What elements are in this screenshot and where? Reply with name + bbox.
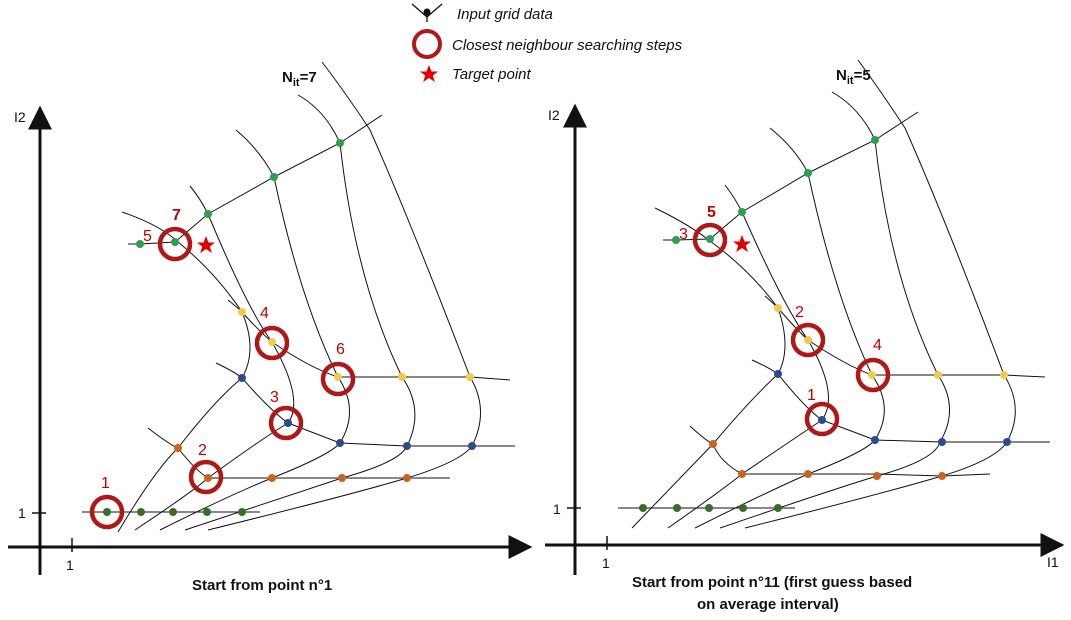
right-step-2-label: 2 xyxy=(795,304,804,321)
legend-steps-label: Closest neighbour searching steps xyxy=(452,37,683,54)
left-step-numbers: 1 2 3 4 5 6 7 xyxy=(101,207,345,492)
left-y-axis-label: I2 xyxy=(14,109,26,125)
legend-grid-label: Input grid data xyxy=(457,6,553,23)
left-ring-step-5-7 xyxy=(157,226,193,262)
right-caption-line2: on average interval) xyxy=(697,596,839,613)
left-step-3-label: 3 xyxy=(270,389,279,406)
right-ring-step-3-5 xyxy=(692,222,728,258)
left-ring-step-3 xyxy=(268,405,304,441)
grid-data-legend-icon xyxy=(411,3,443,22)
left-grid-curves xyxy=(117,61,481,533)
left-caption: Start from point n°1 xyxy=(192,577,332,594)
legend: Input grid data Closest neighbour search… xyxy=(411,3,683,83)
left-ring-step-6 xyxy=(320,361,356,397)
right-ring-step-1 xyxy=(804,401,840,437)
left-y-tick: 1 xyxy=(18,505,26,521)
left-ring-step-4 xyxy=(254,325,290,361)
right-y-axis-label: I2 xyxy=(548,107,560,123)
left-step-2-label: 2 xyxy=(198,442,207,459)
legend-target-label: Target point xyxy=(452,66,532,83)
right-panel: I2 I1 1 1 Nit=5 Start from point n°11 (f… xyxy=(545,59,1065,613)
left-x-tick: 1 xyxy=(66,557,74,573)
left-grid-iso-curves xyxy=(82,114,515,513)
left-step-4-label: 4 xyxy=(260,305,269,322)
right-ring-step-4 xyxy=(855,357,891,393)
left-panel: I2 1 1 Nit=7 Start from point n°1 xyxy=(8,61,533,594)
right-target-star-icon xyxy=(733,235,751,252)
right-x-tick: 1 xyxy=(602,555,610,571)
right-step-5-label: 5 xyxy=(707,204,716,221)
right-caption-line1: Start from point n°11 (first guess based xyxy=(632,574,912,591)
right-search-rings xyxy=(692,222,891,437)
left-step-5-label: 5 xyxy=(143,228,152,245)
left-ring-step-1 xyxy=(89,494,125,530)
left-step-7-label: 7 xyxy=(172,207,181,224)
target-legend-star-icon xyxy=(420,65,438,82)
left-iterations-label: Nit=7 xyxy=(282,69,317,89)
right-grid-points xyxy=(639,136,1011,512)
left-search-rings xyxy=(89,226,356,530)
right-grid-iso-curves xyxy=(618,111,1050,509)
right-step-numbers: 1 2 3 4 5 xyxy=(679,204,882,404)
steps-legend-ring-icon xyxy=(412,29,442,59)
right-step-1-label: 1 xyxy=(807,387,816,404)
right-ring-step-2 xyxy=(790,322,826,358)
right-step-3-label: 3 xyxy=(679,226,688,243)
right-y-tick: 1 xyxy=(553,501,561,517)
right-step-4-label: 4 xyxy=(873,337,882,354)
left-step-6-label: 6 xyxy=(336,341,345,358)
right-x-axis-label: I1 xyxy=(1047,554,1059,570)
left-ring-step-2 xyxy=(188,459,224,495)
left-step-1-label: 1 xyxy=(101,475,110,492)
left-grid-points xyxy=(103,139,476,516)
left-target-star-icon xyxy=(197,236,215,253)
right-grid-curves xyxy=(631,59,1016,529)
